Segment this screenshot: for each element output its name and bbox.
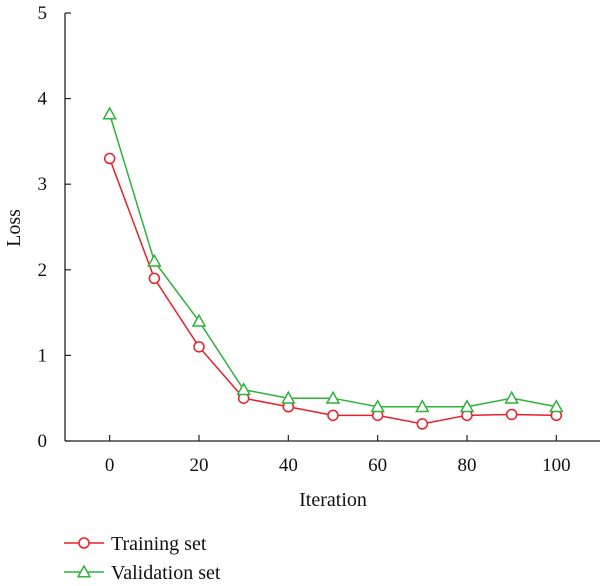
x-tick-label: 40 (279, 455, 298, 476)
y-axis-title: Loss (3, 209, 25, 247)
data-point (147, 253, 162, 267)
data-point (327, 409, 339, 422)
legend-item: Validation set (64, 562, 221, 584)
data-point (505, 408, 518, 421)
legend-label: Validation set (111, 562, 221, 584)
legend-item: Training set (64, 533, 207, 555)
data-point (416, 418, 429, 430)
x-tick-label: 80 (458, 455, 477, 476)
data-point (504, 390, 519, 404)
y-tick-label: 4 (38, 89, 48, 110)
series-validation-set (102, 106, 564, 413)
data-point (415, 399, 430, 413)
x-tick-label: 100 (542, 455, 571, 476)
x-axis: 0 20 40 60 80 100 (105, 435, 571, 476)
legend-marker (78, 537, 90, 549)
data-point (370, 399, 385, 413)
data-point (103, 152, 116, 165)
x-axis-title: Iteration (299, 489, 367, 511)
data-point (191, 313, 207, 327)
x-tick-label: 60 (368, 455, 387, 476)
y-tick-label: 1 (38, 345, 48, 366)
y-tick-label: 3 (38, 174, 48, 195)
y-axis: 0 1 2 3 4 5 (38, 3, 71, 452)
data-point (281, 390, 296, 404)
y-tick-label: 5 (38, 3, 48, 24)
y-tick-label: 2 (38, 260, 48, 281)
legend-marker (76, 564, 92, 578)
x-tick-label: 20 (190, 455, 209, 476)
legend-label: Training set (111, 533, 207, 555)
series-training-set (103, 152, 563, 430)
x-tick-label: 0 (105, 455, 115, 476)
data-point (549, 399, 564, 413)
data-point (193, 341, 205, 353)
data-point (325, 390, 341, 404)
legend: Training set Validation set (64, 533, 221, 584)
data-point (459, 399, 475, 413)
series-line (108, 113, 557, 408)
series-layer (102, 106, 564, 430)
y-tick-label: 0 (38, 431, 48, 452)
plot-frame (64, 13, 600, 442)
data-point (236, 382, 251, 396)
data-point (102, 106, 117, 120)
data-point (148, 272, 161, 285)
